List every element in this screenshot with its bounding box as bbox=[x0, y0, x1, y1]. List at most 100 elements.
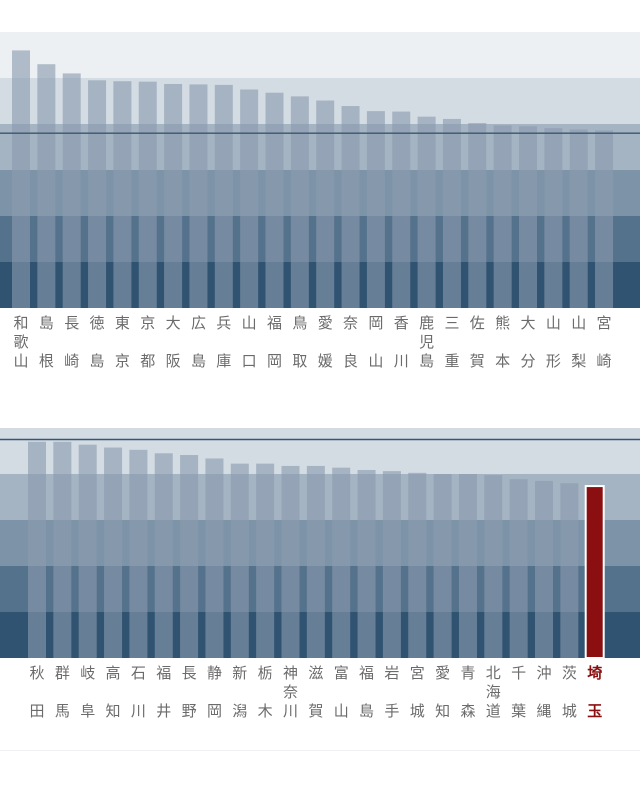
bar bbox=[468, 123, 487, 308]
category-label: 滋賀 bbox=[308, 664, 323, 720]
category-label: 香川 bbox=[394, 314, 409, 370]
category-label-char: 手 bbox=[384, 702, 399, 720]
category-label-char: 賀 bbox=[470, 352, 485, 370]
category-label-char: 玉 bbox=[587, 702, 602, 720]
category-label-char: 福 bbox=[267, 314, 282, 332]
category-label-char: 取 bbox=[292, 352, 307, 370]
category-label-char: 田 bbox=[29, 702, 44, 720]
category-label: 愛知 bbox=[435, 664, 450, 720]
category-label-char: 愛 bbox=[435, 664, 450, 682]
category-label-char: 埼 bbox=[587, 664, 602, 682]
category-label-char: 宮 bbox=[410, 664, 425, 682]
category-label-char: 熊 bbox=[495, 314, 510, 332]
bar bbox=[357, 469, 376, 658]
category-label-char: 京 bbox=[140, 314, 155, 332]
bar bbox=[164, 83, 183, 308]
category-label-char: 高 bbox=[106, 664, 121, 682]
bar bbox=[408, 472, 427, 658]
bar bbox=[113, 81, 132, 308]
category-label-char: 梨 bbox=[571, 352, 586, 370]
category-label: 兵庫 bbox=[216, 314, 231, 370]
category-label-char: 川 bbox=[394, 352, 409, 370]
category-label: 茨城 bbox=[562, 664, 577, 720]
bar bbox=[392, 111, 411, 308]
category-label: 愛媛 bbox=[318, 314, 333, 370]
bar-chart-top: 和歌山島根長崎徳島東京京都大阪広島兵庫山口福岡鳥取愛媛奈良岡山香川鹿児島三重佐賀… bbox=[0, 32, 640, 370]
category-label-char: 愛 bbox=[318, 314, 333, 332]
category-label-char: 福 bbox=[156, 664, 171, 682]
bars bbox=[28, 441, 605, 659]
category-label-char: 島 bbox=[90, 352, 105, 370]
bar bbox=[382, 471, 401, 658]
category-label: 秋田 bbox=[29, 664, 44, 720]
category-label: 栃木 bbox=[258, 664, 273, 720]
category-label-char: 北 bbox=[486, 664, 501, 682]
bar bbox=[306, 465, 325, 658]
chart-panel-top: 和歌山島根長崎徳島東京京都大阪広島兵庫山口福岡鳥取愛媛奈良岡山香川鹿児島三重佐賀… bbox=[0, 32, 640, 372]
category-label: 長崎 bbox=[64, 314, 79, 370]
category-label: 福岡 bbox=[267, 314, 282, 370]
category-label-char: 大 bbox=[166, 314, 181, 332]
bar-highlight bbox=[584, 485, 605, 659]
category-label-char: 知 bbox=[435, 702, 450, 720]
category-label: 京都 bbox=[140, 314, 155, 370]
category-label-char: 山 bbox=[546, 314, 561, 332]
category-label-char: 都 bbox=[140, 352, 155, 370]
bar bbox=[544, 128, 563, 308]
category-label-char: 茨 bbox=[562, 664, 577, 682]
category-label-char: 長 bbox=[64, 314, 79, 332]
category-label-char: 馬 bbox=[55, 702, 70, 720]
bar bbox=[569, 129, 588, 308]
band-1 bbox=[0, 32, 640, 78]
bar bbox=[256, 463, 275, 658]
category-label-char: 庫 bbox=[216, 352, 231, 370]
category-label-char: 岡 bbox=[207, 702, 222, 720]
category-label-char: 岐 bbox=[80, 664, 95, 682]
category-label-char: 奈 bbox=[343, 314, 358, 332]
category-labels: 秋田群馬岐阜高知石川福井長野静岡新潟栃木神奈川滋賀富山福島岩手宮城愛知青森北海道… bbox=[29, 664, 602, 720]
category-label: 静岡 bbox=[207, 664, 222, 720]
category-label: 徳島 bbox=[90, 314, 105, 370]
category-label-char: 島 bbox=[191, 352, 206, 370]
category-label: 東京 bbox=[115, 314, 130, 370]
category-label: 三重 bbox=[444, 314, 459, 370]
category-label-char: 児 bbox=[419, 333, 434, 351]
category-label-char: 和 bbox=[13, 314, 28, 332]
category-label-char: 阜 bbox=[80, 702, 95, 720]
category-label: 群馬 bbox=[55, 664, 70, 720]
bar bbox=[560, 483, 579, 658]
category-label: 岡山 bbox=[368, 314, 383, 370]
bar bbox=[493, 125, 512, 308]
category-label-char: 賀 bbox=[308, 702, 323, 720]
category-label-char: 広 bbox=[191, 314, 206, 332]
bars bbox=[12, 50, 614, 309]
category-label: 鹿児島 bbox=[419, 314, 434, 370]
bar bbox=[28, 441, 46, 658]
category-label-char: 崎 bbox=[64, 352, 79, 370]
category-label-char: 葉 bbox=[511, 702, 526, 720]
bar bbox=[154, 453, 173, 658]
bar bbox=[240, 89, 259, 308]
category-label: 奈良 bbox=[343, 314, 358, 370]
category-label: 宮崎 bbox=[597, 314, 612, 370]
bar bbox=[595, 130, 614, 308]
category-label-char: 城 bbox=[562, 702, 577, 720]
category-label-char: 知 bbox=[106, 702, 121, 720]
category-label-char: 栃 bbox=[258, 664, 273, 682]
category-label: 福井 bbox=[156, 664, 171, 720]
category-label: 山梨 bbox=[571, 314, 586, 370]
category-label-char: 青 bbox=[460, 664, 475, 682]
category-label-char: 東 bbox=[115, 314, 130, 332]
category-label: 富山 bbox=[334, 664, 349, 720]
bar bbox=[509, 479, 528, 658]
bar bbox=[484, 475, 503, 658]
bar bbox=[332, 467, 351, 658]
category-label-char: 鹿 bbox=[419, 314, 434, 332]
category-label: 大分 bbox=[520, 314, 535, 370]
category-label-char: 岩 bbox=[384, 664, 399, 682]
category-label-char: 道 bbox=[486, 702, 501, 720]
category-label: 和歌山 bbox=[13, 314, 28, 370]
category-label-char: 香 bbox=[394, 314, 409, 332]
category-label-char: 縄 bbox=[536, 702, 551, 720]
category-label-char: 分 bbox=[520, 352, 535, 370]
